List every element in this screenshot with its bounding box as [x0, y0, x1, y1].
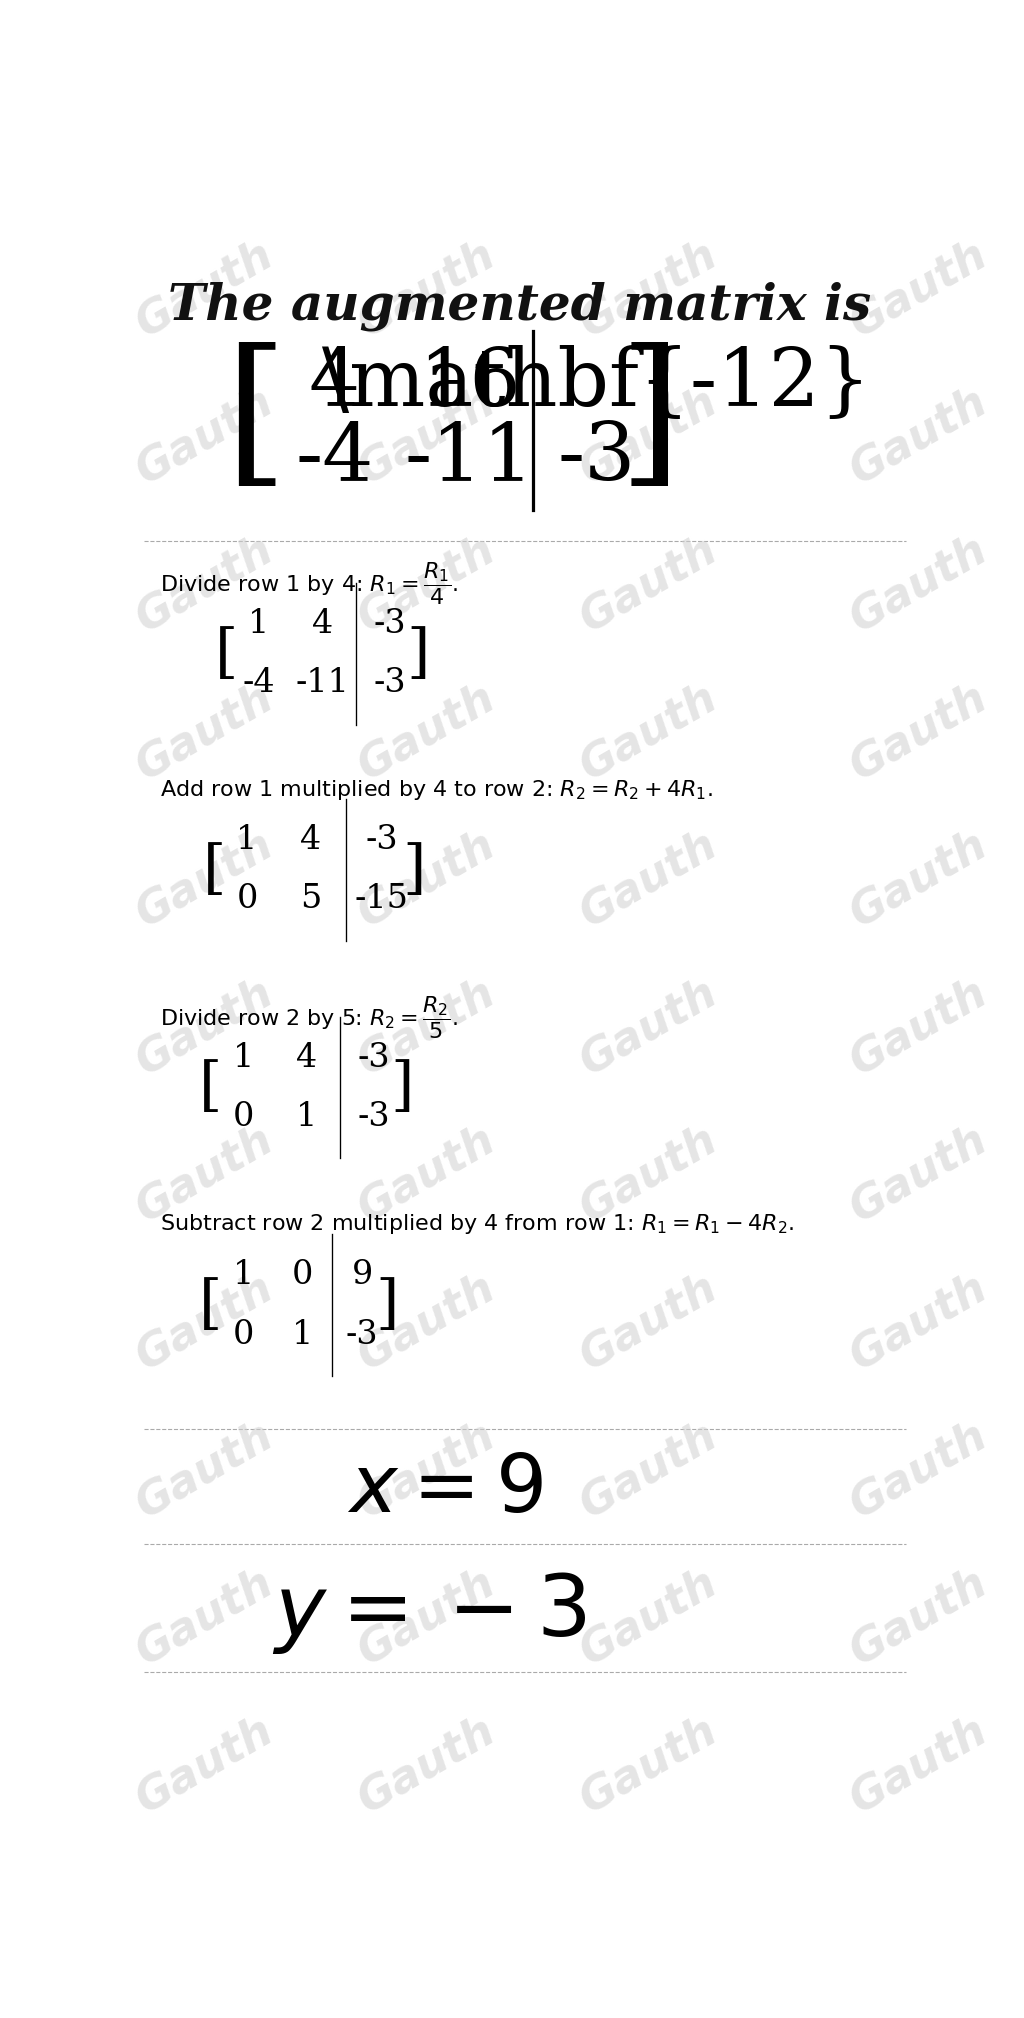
- Text: 4: 4: [296, 1041, 317, 1074]
- Text: Gauth: Gauth: [842, 823, 994, 936]
- Text: [: [: [199, 1275, 222, 1334]
- Text: 0: 0: [292, 1259, 313, 1292]
- Text: Gauth: Gauth: [128, 232, 281, 345]
- Text: Gauth: Gauth: [128, 676, 281, 787]
- Text: -11: -11: [404, 420, 535, 496]
- Text: Gauth: Gauth: [572, 823, 725, 936]
- Text: Gauth: Gauth: [350, 823, 503, 936]
- Text: Gauth: Gauth: [842, 1265, 994, 1378]
- Text: 0: 0: [232, 1318, 254, 1350]
- Text: 5: 5: [300, 884, 322, 916]
- Text: Gauth: Gauth: [128, 1118, 281, 1231]
- Text: Gauth: Gauth: [350, 1413, 503, 1526]
- Text: Gauth: Gauth: [842, 1709, 994, 1822]
- Text: ]: ]: [618, 343, 681, 498]
- Text: Gauth: Gauth: [572, 379, 725, 492]
- Text: [: [: [203, 842, 226, 898]
- Text: 1: 1: [232, 1259, 254, 1292]
- Text: 1: 1: [232, 1041, 254, 1074]
- Text: Gauth: Gauth: [842, 971, 994, 1084]
- Text: Gauth: Gauth: [128, 1562, 281, 1673]
- Text: Gauth: Gauth: [572, 527, 725, 640]
- Text: [: [: [224, 343, 287, 498]
- Text: Gauth: Gauth: [842, 1562, 994, 1673]
- Text: Gauth: Gauth: [572, 1118, 725, 1231]
- Text: 1: 1: [296, 1102, 317, 1132]
- Text: Gauth: Gauth: [128, 823, 281, 936]
- Text: Gauth: Gauth: [572, 1709, 725, 1822]
- Text: Gauth: Gauth: [128, 1413, 281, 1526]
- Text: -3: -3: [357, 1102, 390, 1132]
- Text: Gauth: Gauth: [128, 971, 281, 1084]
- Text: Gauth: Gauth: [350, 971, 503, 1084]
- Text: 4: 4: [300, 825, 322, 856]
- Text: 0: 0: [237, 884, 258, 916]
- Text: Gauth: Gauth: [842, 676, 994, 787]
- Text: 9: 9: [351, 1259, 373, 1292]
- Text: -15: -15: [355, 884, 409, 916]
- Text: 1: 1: [237, 825, 258, 856]
- Text: 1: 1: [248, 607, 269, 640]
- Text: Gauth: Gauth: [350, 1562, 503, 1673]
- Text: [: [: [199, 1059, 222, 1116]
- Text: -3: -3: [366, 825, 398, 856]
- Text: Gauth: Gauth: [572, 232, 725, 345]
- Text: -3: -3: [557, 420, 636, 496]
- Text: [: [: [214, 626, 238, 682]
- Text: Gauth: Gauth: [842, 232, 994, 345]
- Text: Divide row 2 by 5: $R_2 = \dfrac{R_2}{5}$.: Divide row 2 by 5: $R_2 = \dfrac{R_2}{5}…: [160, 995, 458, 1041]
- Text: -3: -3: [346, 1318, 379, 1350]
- Text: Gauth: Gauth: [572, 971, 725, 1084]
- Text: Gauth: Gauth: [350, 1118, 503, 1231]
- Text: Gauth: Gauth: [350, 379, 503, 492]
- Text: 0: 0: [232, 1102, 254, 1132]
- Text: \mathbf{-12}: \mathbf{-12}: [322, 345, 870, 422]
- Text: -3: -3: [357, 1041, 390, 1074]
- Text: -3: -3: [374, 668, 407, 700]
- Text: Subtract row 2 multiplied by 4 from row 1: $R_1 = R_1 - 4R_2$.: Subtract row 2 multiplied by 4 from row …: [160, 1211, 795, 1235]
- Text: $x = 9$: $x = 9$: [347, 1451, 544, 1530]
- Text: -4: -4: [295, 420, 374, 496]
- Text: 1: 1: [292, 1318, 313, 1350]
- Text: Gauth: Gauth: [842, 1118, 994, 1231]
- Text: 4: 4: [308, 345, 360, 422]
- Text: ]: ]: [391, 1059, 414, 1116]
- Text: The augmented matrix is: The augmented matrix is: [168, 281, 870, 331]
- Text: -11: -11: [296, 668, 349, 700]
- Text: Divide row 1 by 4: $R_1 = \dfrac{R_1}{4}$.: Divide row 1 by 4: $R_1 = \dfrac{R_1}{4}…: [160, 561, 459, 607]
- Text: Gauth: Gauth: [572, 676, 725, 787]
- Text: Add row 1 multiplied by 4 to row 2: $R_2 = R_2 + 4R_1$.: Add row 1 multiplied by 4 to row 2: $R_2…: [160, 779, 713, 803]
- Text: Gauth: Gauth: [842, 379, 994, 492]
- Text: Gauth: Gauth: [350, 676, 503, 787]
- Text: Gauth: Gauth: [350, 1265, 503, 1378]
- Text: Gauth: Gauth: [572, 1413, 725, 1526]
- Text: -4: -4: [243, 668, 275, 700]
- Text: Gauth: Gauth: [128, 1709, 281, 1822]
- Text: $y = -3$: $y = -3$: [272, 1570, 587, 1655]
- Text: 4: 4: [312, 607, 333, 640]
- Text: ]: ]: [402, 842, 425, 898]
- Text: Gauth: Gauth: [128, 1265, 281, 1378]
- Text: 16: 16: [418, 345, 520, 422]
- Text: Gauth: Gauth: [350, 1709, 503, 1822]
- Text: Gauth: Gauth: [842, 527, 994, 640]
- Text: ]: ]: [407, 626, 430, 682]
- Text: Gauth: Gauth: [572, 1562, 725, 1673]
- Text: Gauth: Gauth: [128, 527, 281, 640]
- Text: Gauth: Gauth: [572, 1265, 725, 1378]
- Text: Gauth: Gauth: [350, 232, 503, 345]
- Text: Gauth: Gauth: [128, 379, 281, 492]
- Text: Gauth: Gauth: [350, 527, 503, 640]
- Text: Gauth: Gauth: [842, 1413, 994, 1526]
- Text: ]: ]: [376, 1275, 398, 1334]
- Text: -3: -3: [374, 607, 407, 640]
